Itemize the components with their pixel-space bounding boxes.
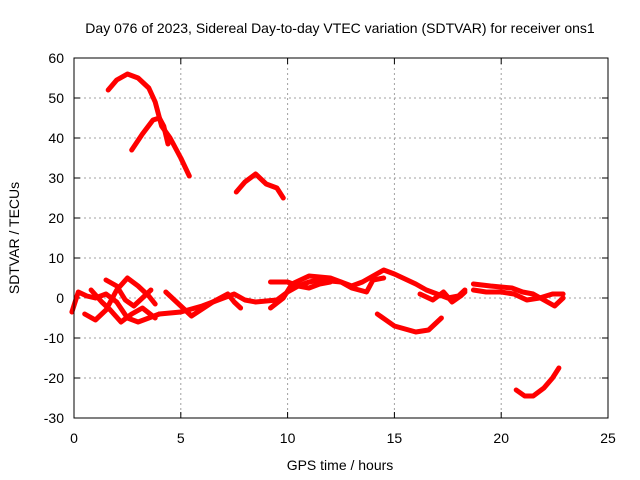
y-tick-label: -10 bbox=[44, 330, 64, 346]
y-tick-labels: -30 -20 -10 0 10 20 30 40 50 60 bbox=[44, 50, 64, 426]
y-tick-label: 50 bbox=[48, 90, 64, 106]
series-arc-9 bbox=[163, 289, 244, 319]
x-tick-label: 5 bbox=[177, 430, 185, 446]
y-axis-label: SDTVAR / TECUs bbox=[6, 182, 22, 294]
grid-lines bbox=[74, 58, 608, 418]
y-tick-label: 60 bbox=[48, 50, 64, 66]
series-arc-16 bbox=[513, 365, 562, 399]
y-tick-label: 0 bbox=[56, 290, 64, 306]
y-tick-label: -20 bbox=[44, 370, 64, 386]
series-arc-6 bbox=[88, 287, 158, 325]
series-arc-12 bbox=[374, 311, 444, 335]
x-tick-label: 25 bbox=[600, 430, 616, 446]
axis-ticks bbox=[73, 57, 609, 419]
y-tick-label: -30 bbox=[44, 410, 64, 426]
y-tick-label: 20 bbox=[48, 210, 64, 226]
y-tick-label: 30 bbox=[48, 170, 64, 186]
x-tick-label: 0 bbox=[70, 430, 78, 446]
plot-frame bbox=[73, 57, 609, 419]
series-group bbox=[69, 71, 566, 399]
series-arc-1 bbox=[105, 71, 192, 179]
chart-title: Day 076 of 2023, Sidereal Day-to-day VTE… bbox=[85, 20, 595, 36]
series-arc-15 bbox=[470, 287, 566, 303]
series-arc-2 bbox=[129, 115, 171, 153]
x-tick-label: 20 bbox=[493, 430, 509, 446]
series-arc-11 bbox=[268, 279, 333, 291]
series-arc-7 bbox=[103, 277, 154, 309]
y-tick-label: 10 bbox=[48, 250, 64, 266]
series-arc-10 bbox=[268, 273, 387, 311]
y-tick-label: 40 bbox=[48, 130, 64, 146]
x-tick-label: 10 bbox=[280, 430, 296, 446]
series-arc-14 bbox=[470, 281, 566, 309]
x-tick-labels: 0 5 10 15 20 25 bbox=[70, 430, 616, 446]
x-tick-label: 15 bbox=[387, 430, 403, 446]
series-arc-13 bbox=[417, 289, 468, 305]
series-arc-3 bbox=[233, 171, 286, 201]
x-axis-label: GPS time / hours bbox=[287, 457, 394, 473]
